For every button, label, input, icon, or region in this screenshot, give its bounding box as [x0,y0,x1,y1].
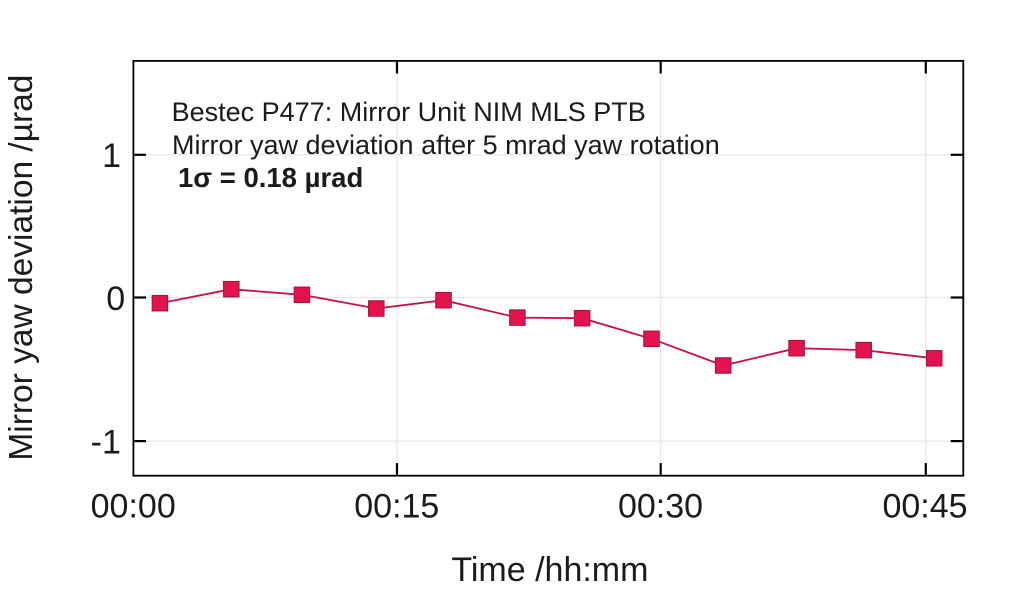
svg-text:0: 0 [106,280,125,318]
svg-text:00:30: 00:30 [618,487,703,525]
svg-text:00:15: 00:15 [354,487,439,525]
svg-text:Time /hh:mm: Time /hh:mm [451,551,648,589]
svg-text:-1: -1 [91,423,121,461]
svg-text:Mirror yaw deviation after 5 m: Mirror yaw deviation after 5 mrad yaw ro… [172,130,720,160]
svg-text:Mirror yaw deviation /µrad: Mirror yaw deviation /µrad [3,75,40,461]
svg-text:00:00: 00:00 [91,487,176,525]
svg-text:1: 1 [102,137,121,175]
svg-text:00:45: 00:45 [882,487,967,525]
svg-text:1σ = 0.18 µrad: 1σ = 0.18 µrad [178,162,363,193]
svg-text:Bestec P477: Mirror Unit NIM M: Bestec P477: Mirror Unit NIM MLS PTB [172,97,646,127]
